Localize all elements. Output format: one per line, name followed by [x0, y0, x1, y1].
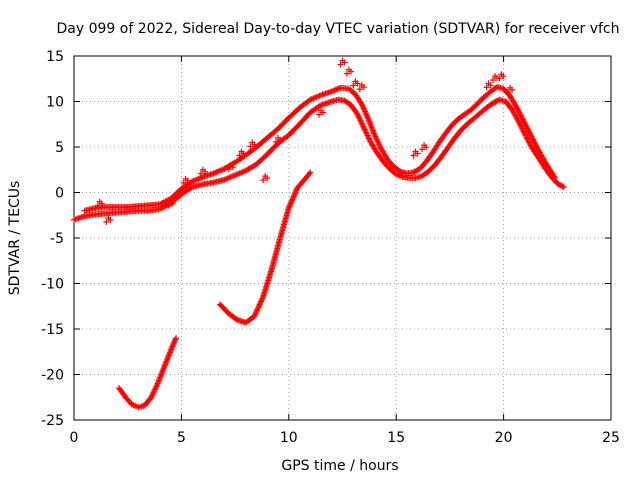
y-tick-label: -10: [41, 277, 64, 293]
data-point: [500, 73, 507, 80]
y-tick-label: 10: [46, 95, 64, 111]
data-point: [354, 80, 361, 87]
data-point: [320, 109, 327, 116]
x-tick-label: 20: [495, 430, 513, 446]
data-point: [356, 86, 363, 93]
y-tick-label: -20: [41, 368, 64, 384]
data-point: [162, 198, 169, 205]
data-point: [164, 197, 171, 204]
axis-ticks: 0 5 10 15 20 25 -25 -20 -15 -10 -5 0 5 10 15: [41, 49, 620, 446]
x-tick-label: 10: [280, 430, 298, 446]
y-tick-label: -5: [50, 231, 64, 247]
data-point: [490, 77, 497, 84]
data-point: [360, 84, 367, 91]
data-point: [107, 216, 114, 223]
data-point: [273, 138, 280, 145]
data-point: [169, 200, 176, 207]
y-tick-label: 15: [46, 49, 64, 65]
data-point: [165, 202, 172, 209]
data-point: [483, 84, 490, 91]
data-point: [229, 164, 236, 171]
y-tick-label: 5: [55, 140, 64, 156]
x-tick-label: 0: [70, 430, 79, 446]
data-point: [423, 144, 430, 151]
data-point: [225, 166, 232, 173]
data-point: [159, 199, 166, 206]
data-point: [201, 168, 208, 175]
data-point: [316, 111, 323, 118]
data-point: [94, 202, 101, 209]
data-point: [552, 174, 559, 181]
data-point: [559, 183, 566, 190]
y-axis-label: SDTVAR / TECUs: [7, 181, 23, 296]
data-points: [71, 57, 567, 411]
x-tick-label: 25: [602, 430, 620, 446]
grid-lines: [74, 56, 611, 420]
data-point: [560, 184, 567, 191]
data-point: [277, 136, 284, 143]
y-tick-label: -25: [41, 413, 64, 429]
data-point: [337, 61, 344, 68]
data-point: [509, 86, 516, 93]
data-point: [307, 169, 314, 176]
y-tick-label: -15: [41, 322, 64, 338]
data-point: [240, 150, 247, 157]
data-point: [260, 177, 267, 184]
data-point: [197, 170, 204, 177]
data-point: [341, 59, 348, 66]
y-tick-label: 0: [55, 186, 64, 202]
data-point: [173, 335, 180, 342]
data-point: [306, 170, 313, 177]
data-point: [156, 201, 163, 208]
data-point: [496, 75, 503, 82]
data-point: [347, 68, 354, 75]
data-point: [396, 167, 403, 174]
chart-title: Day 099 of 2022, Sidereal Day-to-day VTE…: [56, 21, 619, 37]
data-point: [410, 152, 417, 159]
data-point: [233, 315, 240, 322]
data-point: [350, 82, 357, 89]
x-tick-label: 5: [177, 430, 186, 446]
data-point: [160, 199, 167, 206]
data-point: [251, 141, 258, 148]
data-point: [98, 200, 105, 207]
data-point: [247, 143, 254, 150]
data-point: [264, 175, 271, 182]
data-point: [163, 197, 170, 204]
data-point: [103, 218, 110, 225]
data-point: [487, 82, 494, 89]
data-point: [180, 179, 187, 186]
x-axis-label: GPS time / hours: [281, 458, 398, 474]
data-point: [505, 88, 512, 95]
data-point: [419, 146, 426, 153]
x-tick-label: 15: [387, 430, 405, 446]
data-point: [158, 200, 165, 207]
data-point: [187, 184, 194, 191]
data-point: [184, 177, 191, 184]
data-point: [414, 150, 421, 157]
data-point: [343, 70, 350, 77]
data-point: [236, 152, 243, 159]
